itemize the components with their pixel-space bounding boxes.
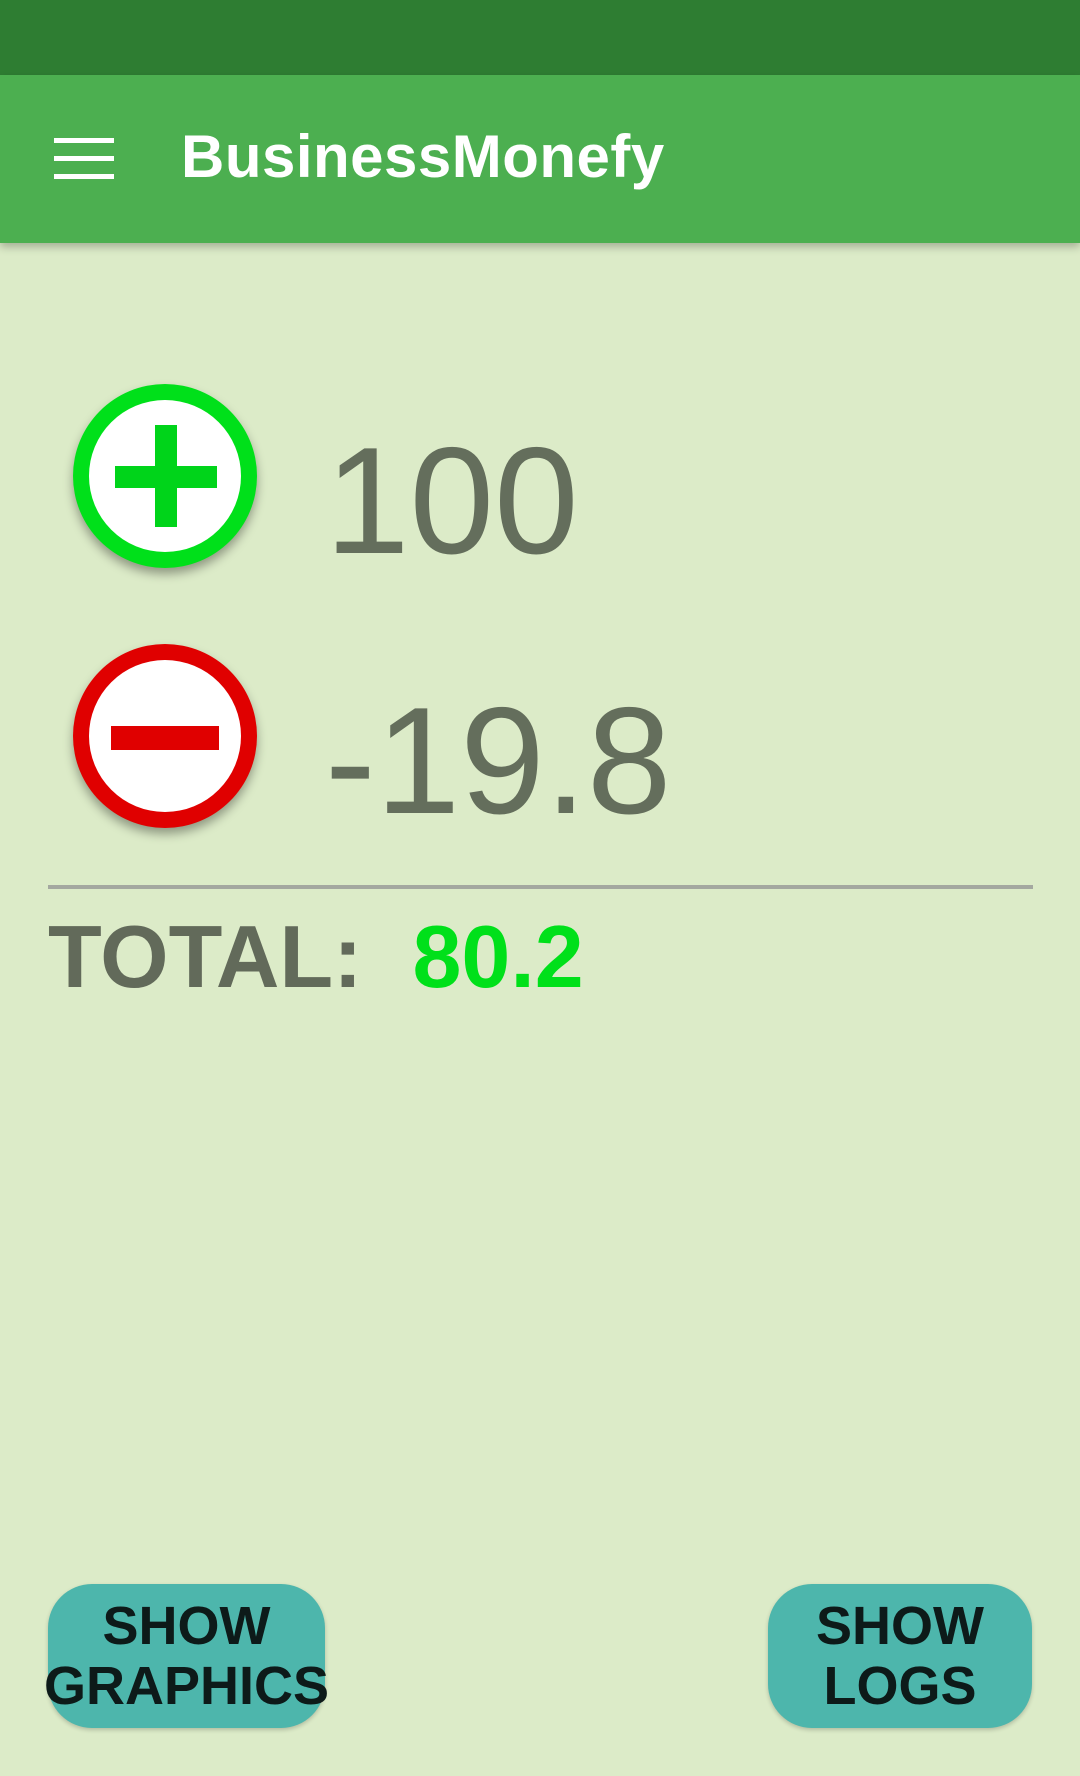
show-logs-button[interactable]: SHOW LOGS — [768, 1584, 1032, 1728]
show-graphics-line2: GRAPHICS — [43, 1656, 330, 1716]
plus-circle-icon — [73, 384, 257, 568]
total-value: 80.2 — [412, 907, 584, 1006]
show-logs-line1: SHOW — [816, 1595, 984, 1656]
total-row: TOTAL: 80.2 — [48, 907, 584, 1007]
minus-circle-icon — [73, 644, 257, 828]
income-amount: 100 — [325, 416, 579, 586]
income-row: 100 — [55, 370, 1035, 590]
total-label: TOTAL: — [48, 907, 363, 1006]
add-expense-button[interactable] — [55, 630, 275, 850]
hamburger-menu-icon[interactable] — [38, 119, 130, 199]
status-bar — [0, 0, 1080, 75]
show-logs-line2: LOGS — [823, 1656, 977, 1716]
show-graphics-line1: SHOW — [102, 1595, 271, 1656]
expense-row: -19.8 — [55, 630, 1035, 850]
app-bar: BusinessMonefy — [0, 75, 1080, 243]
expense-amount: -19.8 — [325, 676, 672, 846]
divider — [48, 885, 1033, 889]
app-title: BusinessMonefy — [181, 123, 665, 190]
add-income-button[interactable] — [55, 370, 275, 590]
show-graphics-button[interactable]: SHOW GRAPHICS — [44, 1584, 329, 1728]
